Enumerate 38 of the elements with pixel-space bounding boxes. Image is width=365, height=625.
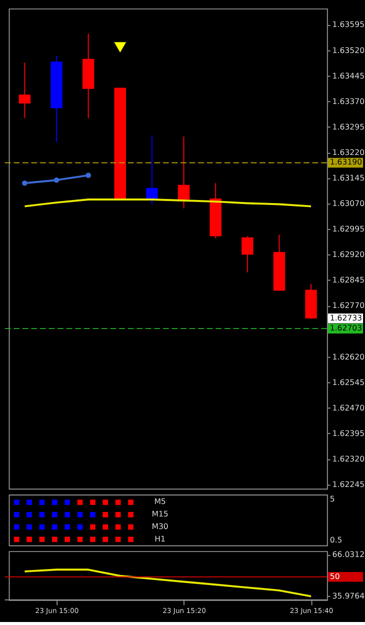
- y-tick-label: 1.63595: [332, 20, 365, 30]
- y-tick-label: 1.62845: [332, 276, 365, 285]
- y-tick-label: 1.63070: [332, 199, 365, 208]
- y-tick-label: 1.62770: [332, 301, 365, 310]
- point: [86, 172, 91, 178]
- y-tick-label: 66.0312: [332, 550, 365, 560]
- y-tick-label: 1.63145: [332, 173, 365, 182]
- y-tick-label: 1.62245: [332, 480, 365, 489]
- y-tick-label: 1.63295: [332, 122, 365, 132]
- candlestick: [178, 136, 190, 209]
- category-label: M5: [154, 497, 166, 506]
- y-tick-label: 1.62320: [332, 454, 365, 464]
- text: 5: [330, 494, 335, 504]
- ref-line-label: 1.62703: [330, 324, 362, 333]
- y-tick-label: 1.62620: [332, 352, 365, 362]
- y-tick-label: 1.62920: [332, 250, 365, 260]
- line-series: [24, 568, 312, 598]
- y-tick-label: 35.9764: [332, 592, 365, 601]
- candlestick: [242, 236, 254, 273]
- category-label: M15: [152, 510, 168, 519]
- y-tick-label: 1.62470: [332, 403, 365, 412]
- y-tick-label: 1.63520: [332, 46, 365, 55]
- y-tick-label: 1.63445: [332, 71, 365, 80]
- point: [22, 180, 28, 186]
- point: [114, 42, 126, 52]
- y-tick-label: 1.63370: [332, 96, 365, 106]
- candlestick: [18, 62, 31, 119]
- y-tick-label: 1.62545: [332, 378, 365, 387]
- ref-line-label: 50: [330, 572, 340, 581]
- ref-line-label: 1.63190: [330, 158, 362, 167]
- category-label: M30: [152, 522, 168, 531]
- y-tick-label: 1.62995: [332, 224, 365, 234]
- text: 0.5: [330, 535, 342, 544]
- point: [54, 177, 60, 183]
- category-label: H1: [154, 534, 166, 544]
- y-tick-label: 1.63220: [332, 148, 365, 157]
- text: 1.62733: [330, 313, 362, 322]
- y-tick-label: 1.62395: [332, 428, 365, 438]
